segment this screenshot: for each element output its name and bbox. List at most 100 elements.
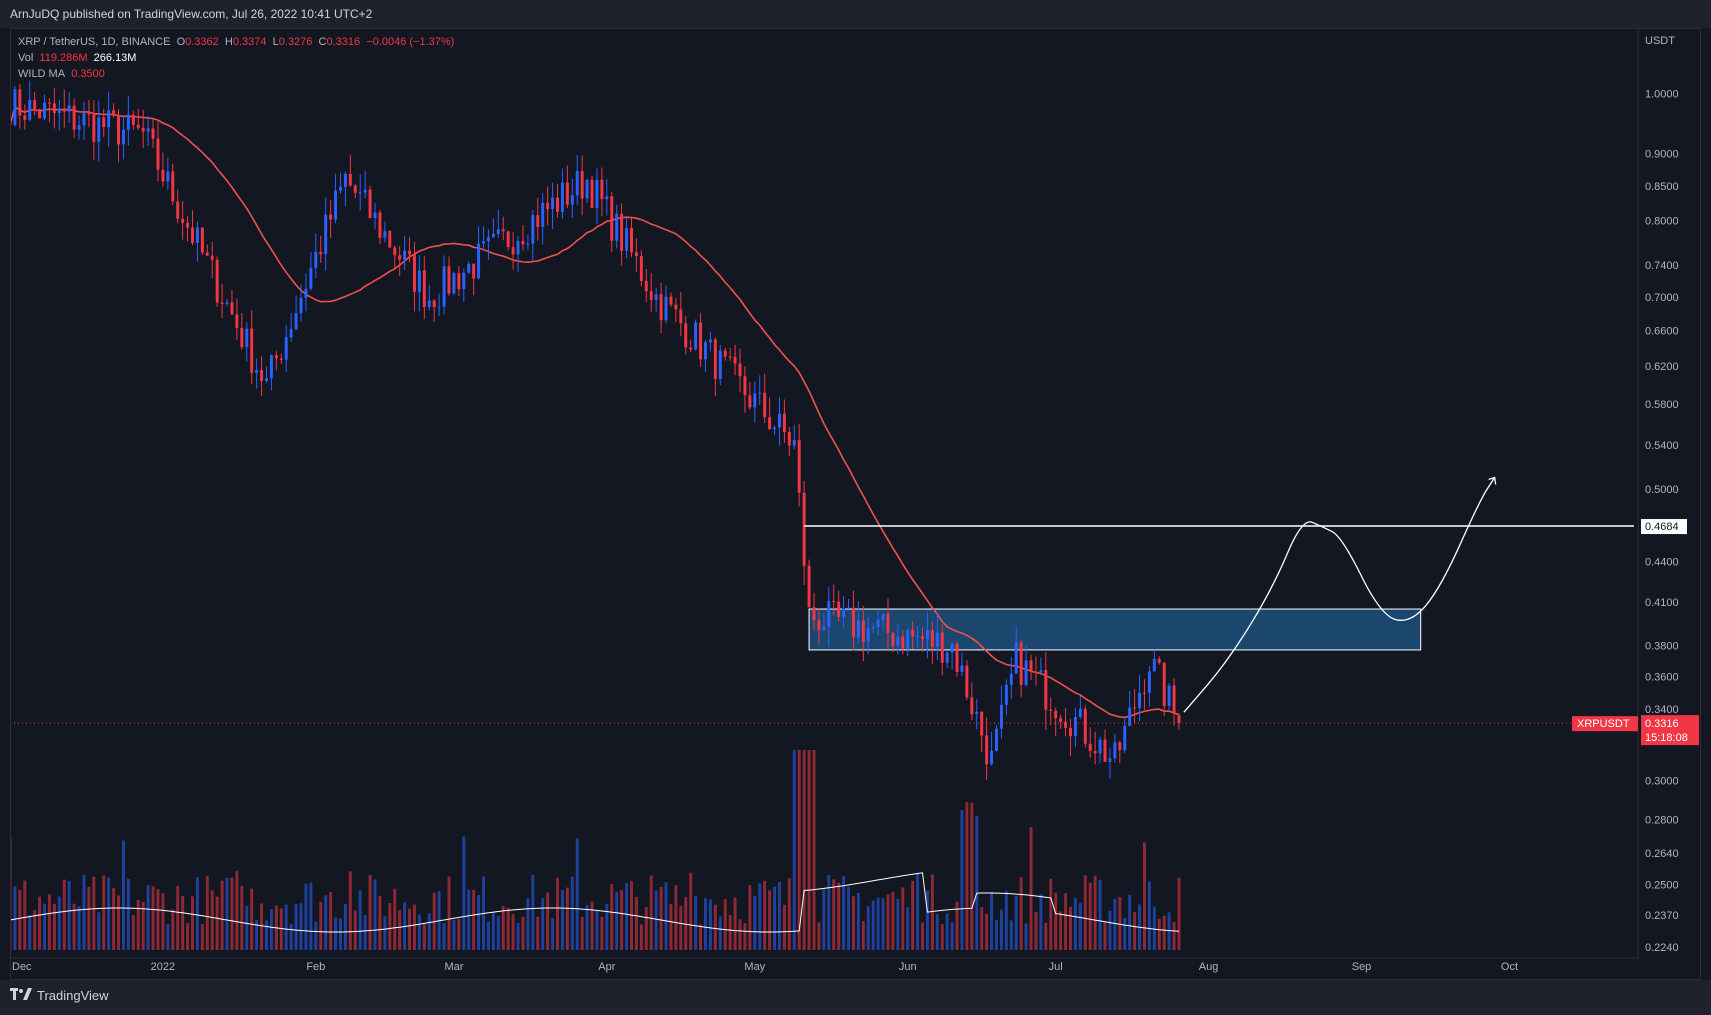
candle-body — [1069, 727, 1072, 737]
price-tick-label: 0.4400 — [1645, 557, 1679, 569]
volume-bar — [457, 918, 461, 950]
volume-bar — [639, 924, 643, 950]
symbol-badge — [1572, 716, 1638, 732]
volume-bar — [1009, 920, 1013, 950]
volume-bar — [595, 910, 599, 950]
candle-body — [348, 173, 352, 186]
volume-bar — [610, 884, 614, 950]
candle-body — [1039, 670, 1043, 672]
candle-body — [782, 413, 786, 432]
candle-body — [516, 240, 520, 255]
candle-body — [1059, 718, 1063, 722]
volume-bar — [472, 889, 476, 950]
projection-path — [1183, 477, 1496, 713]
volume-bar — [777, 881, 781, 950]
candle-body — [23, 115, 27, 120]
chart-frame[interactable] — [10, 28, 1701, 980]
volume-bar — [1118, 897, 1122, 950]
low-value: 0.3276 — [278, 36, 313, 48]
candle-body — [916, 635, 920, 637]
candle-body — [802, 492, 806, 566]
candle-body — [1157, 658, 1161, 663]
candle-body — [999, 704, 1003, 729]
volume-bar — [901, 887, 905, 950]
candle-body — [442, 266, 446, 307]
candle-body — [861, 620, 865, 642]
candle-body — [871, 626, 875, 629]
resistance-label-box — [1641, 519, 1687, 535]
volume-bar — [541, 898, 545, 950]
candle-body — [600, 179, 604, 200]
candle-body — [876, 619, 880, 627]
price-tick-label: 0.4100 — [1645, 597, 1679, 609]
price-tick-label: 0.2800 — [1645, 815, 1679, 827]
brand[interactable]: TradingView — [10, 988, 109, 1003]
candle-body — [97, 117, 101, 142]
volume-bar — [812, 750, 816, 950]
volume-bar — [1034, 912, 1038, 950]
candle-body — [289, 329, 293, 338]
symbol-title[interactable]: XRP / TetherUS, 1D, BINANCE — [18, 36, 171, 48]
volume-bar — [703, 898, 707, 950]
candle-body — [486, 237, 490, 242]
candle-body — [121, 129, 125, 145]
volume-bar — [654, 890, 658, 950]
candle-body — [743, 376, 747, 396]
footer-bar — [0, 980, 1711, 1015]
volume-bar — [102, 875, 106, 950]
candle-body — [1004, 684, 1008, 705]
volume-bar — [570, 876, 574, 950]
volume-bar — [906, 907, 910, 950]
candle-body — [457, 273, 461, 290]
volume-bar — [1039, 893, 1043, 950]
candle-body — [437, 306, 441, 308]
candle-body — [590, 179, 594, 208]
volume-bar — [995, 919, 998, 950]
volume-bar — [526, 898, 530, 950]
candle-body — [689, 347, 693, 350]
candle-body — [388, 231, 392, 248]
volume-bar — [82, 874, 86, 950]
volume-bar — [955, 901, 959, 950]
volume-bar — [1083, 875, 1087, 950]
volume-bar — [782, 904, 786, 950]
volume-bar — [684, 897, 688, 950]
candle-body — [758, 392, 762, 394]
volume-bar — [743, 923, 747, 950]
volume-bar — [97, 912, 101, 950]
candle-body — [240, 327, 244, 348]
candle-body — [1103, 739, 1107, 762]
candle-body — [161, 169, 165, 182]
volume-bar — [699, 924, 703, 950]
candle-body — [186, 222, 190, 228]
volume-bar — [649, 875, 653, 950]
candle-body — [235, 314, 239, 328]
candle-body — [57, 108, 61, 114]
volume-bar — [343, 903, 347, 950]
volume-bar — [1093, 875, 1097, 950]
candle-body — [551, 197, 555, 210]
ma-row[interactable]: WILD MA 0.3500 — [18, 68, 105, 80]
price-tick-label: 0.7000 — [1645, 292, 1679, 304]
candle-body — [230, 302, 234, 315]
candle-body — [649, 291, 653, 301]
volume-bar — [585, 904, 589, 950]
volume-bar — [338, 918, 342, 950]
candle-body — [1009, 673, 1013, 685]
volume-bar — [748, 885, 752, 950]
volume-bar — [773, 886, 777, 950]
candle-body — [215, 259, 219, 303]
volume-row[interactable]: Vol 119.286M 266.13M — [18, 52, 137, 64]
volume-bar — [876, 897, 880, 950]
volume-bar — [225, 877, 229, 950]
volume-bar — [57, 896, 61, 950]
volume-bar — [52, 903, 56, 950]
price-tick-label: 0.3000 — [1645, 775, 1679, 787]
candle-body — [338, 186, 342, 191]
candle-body — [901, 636, 905, 649]
candle-body — [827, 601, 831, 627]
candles — [11, 80, 1181, 780]
candle-body — [107, 110, 111, 128]
volume-bar — [210, 890, 214, 950]
